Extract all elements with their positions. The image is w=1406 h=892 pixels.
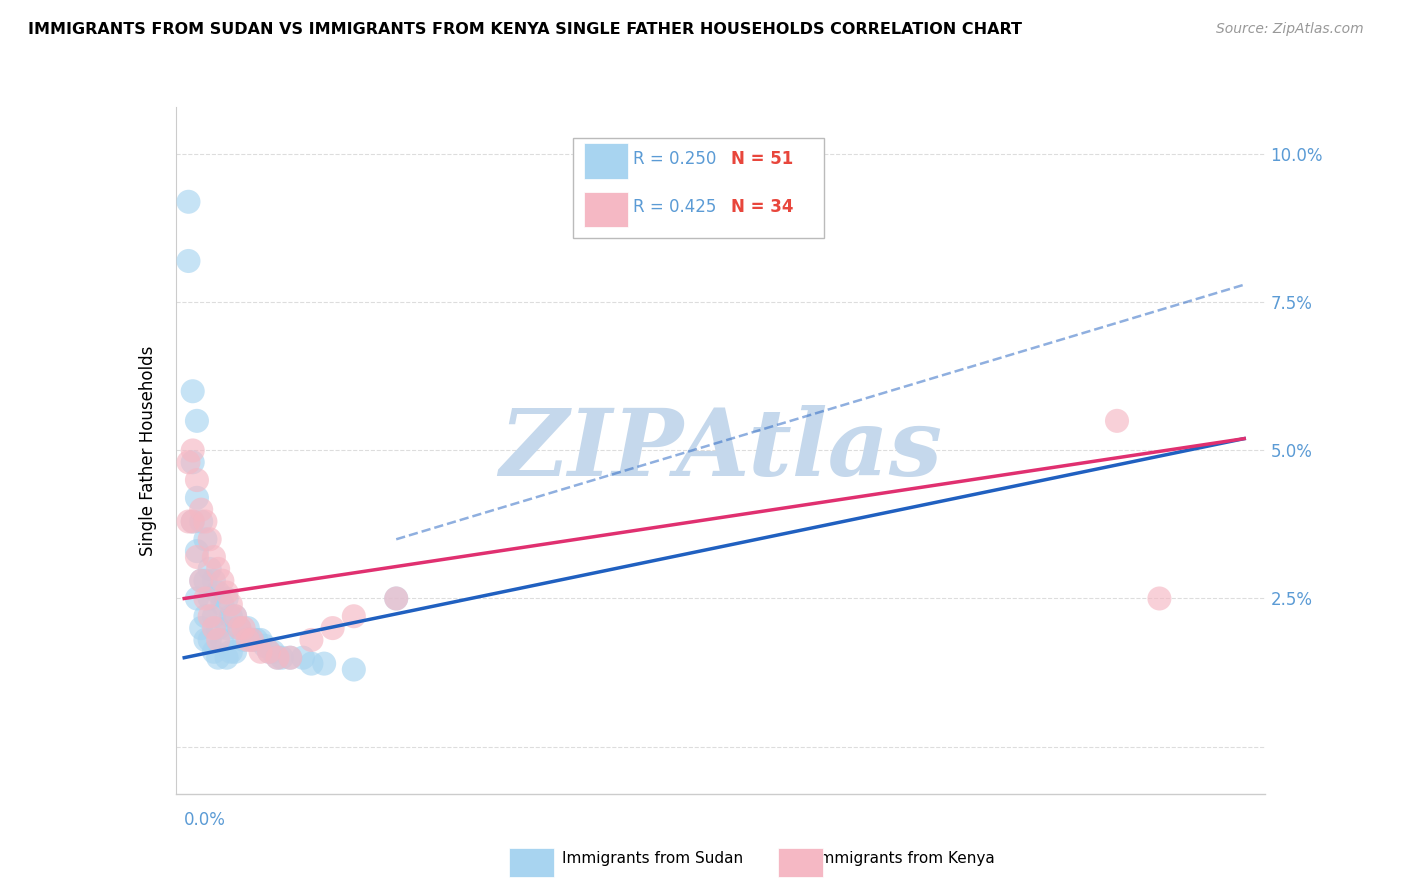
Point <box>186 549 208 564</box>
Point <box>219 609 242 624</box>
Point <box>240 632 263 647</box>
Point <box>194 533 217 547</box>
Point <box>202 549 225 564</box>
Point <box>291 650 314 665</box>
Text: R = 0.425: R = 0.425 <box>633 198 717 216</box>
Point <box>198 591 221 606</box>
Point <box>207 650 229 665</box>
Point <box>266 650 288 665</box>
Point <box>215 650 238 665</box>
Point <box>177 194 200 209</box>
Point <box>236 632 259 647</box>
Point <box>219 645 242 659</box>
Point <box>186 473 208 487</box>
Point <box>257 645 280 659</box>
Point <box>314 657 336 671</box>
Text: N = 34: N = 34 <box>731 198 794 216</box>
Point <box>181 515 204 529</box>
Text: ZIPAtlas: ZIPAtlas <box>499 406 942 495</box>
Point <box>194 515 217 529</box>
Point <box>177 254 200 268</box>
Point <box>262 645 284 659</box>
Point <box>278 650 301 665</box>
Point <box>236 621 259 635</box>
Point <box>240 632 263 647</box>
Point <box>1105 414 1128 428</box>
Point <box>186 491 208 505</box>
Point <box>198 562 221 576</box>
Point <box>385 591 408 606</box>
Point <box>194 591 217 606</box>
Point <box>194 609 217 624</box>
Point <box>186 544 208 558</box>
Text: Immigrants from Sudan: Immigrants from Sudan <box>562 851 744 865</box>
Point <box>202 574 225 588</box>
Point <box>202 609 225 624</box>
Point <box>278 650 301 665</box>
Point <box>249 645 271 659</box>
Y-axis label: Single Father Households: Single Father Households <box>139 345 157 556</box>
Text: Source: ZipAtlas.com: Source: ZipAtlas.com <box>1216 22 1364 37</box>
Point <box>202 645 225 659</box>
Point <box>207 562 229 576</box>
Point <box>177 515 200 529</box>
Point <box>207 585 229 599</box>
Point <box>266 650 288 665</box>
Point <box>228 621 250 635</box>
Point <box>202 621 225 635</box>
Point <box>299 632 322 647</box>
Point <box>181 384 204 399</box>
Point <box>224 609 246 624</box>
FancyBboxPatch shape <box>585 144 628 179</box>
Point <box>186 414 208 428</box>
Point <box>181 515 204 529</box>
Point <box>194 574 217 588</box>
Text: IMMIGRANTS FROM SUDAN VS IMMIGRANTS FROM KENYA SINGLE FATHER HOUSEHOLDS CORRELAT: IMMIGRANTS FROM SUDAN VS IMMIGRANTS FROM… <box>28 22 1022 37</box>
Point <box>270 650 292 665</box>
Point <box>177 455 200 469</box>
Point <box>343 609 366 624</box>
FancyBboxPatch shape <box>574 138 824 237</box>
Text: 0.0%: 0.0% <box>184 811 226 829</box>
Point <box>198 533 221 547</box>
Point <box>190 621 212 635</box>
Point <box>211 574 233 588</box>
Point <box>211 598 233 612</box>
Point <box>186 591 208 606</box>
Point <box>343 663 366 677</box>
Point <box>257 645 280 659</box>
Point <box>211 632 233 647</box>
Point <box>207 621 229 635</box>
Point <box>215 591 238 606</box>
Point <box>245 632 267 647</box>
Point <box>198 609 221 624</box>
Point <box>190 515 212 529</box>
Point <box>190 574 212 588</box>
Text: R = 0.250: R = 0.250 <box>633 150 717 168</box>
Point <box>299 657 322 671</box>
Point <box>232 621 254 635</box>
Point <box>224 645 246 659</box>
Point <box>224 609 246 624</box>
Point <box>232 632 254 647</box>
Point <box>215 585 238 599</box>
Point <box>198 632 221 647</box>
Point <box>194 632 217 647</box>
Point <box>190 574 212 588</box>
Point <box>249 632 271 647</box>
Point <box>322 621 344 635</box>
Point <box>207 632 229 647</box>
Point <box>181 455 204 469</box>
Point <box>190 502 212 516</box>
Point <box>228 621 250 635</box>
Text: N = 51: N = 51 <box>731 150 794 168</box>
Point <box>181 443 204 458</box>
FancyBboxPatch shape <box>585 192 628 227</box>
Point <box>215 621 238 635</box>
Point <box>1149 591 1171 606</box>
Point <box>219 598 242 612</box>
Point <box>253 639 276 653</box>
Text: Immigrants from Kenya: Immigrants from Kenya <box>815 851 995 865</box>
Point <box>385 591 408 606</box>
